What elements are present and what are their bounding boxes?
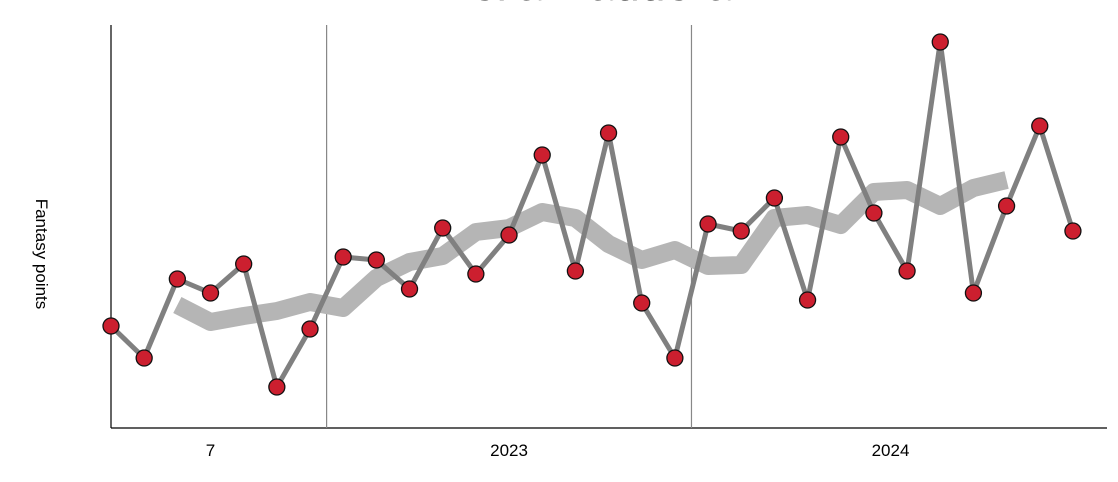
point <box>699 215 717 233</box>
point <box>997 197 1016 215</box>
x-group-label: 7 <box>206 441 215 460</box>
point <box>400 280 419 298</box>
point <box>633 294 651 312</box>
point <box>765 189 784 207</box>
x-group-label: 2023 <box>490 441 528 460</box>
point <box>566 262 585 280</box>
point <box>732 222 750 240</box>
y-axis-label: Fantasy points <box>32 199 51 310</box>
point <box>168 270 186 288</box>
point <box>467 265 485 283</box>
point <box>964 284 983 302</box>
point <box>268 378 286 396</box>
point <box>599 124 618 142</box>
point <box>931 33 949 51</box>
point <box>798 291 817 309</box>
point <box>135 349 153 367</box>
point <box>500 226 518 244</box>
point <box>1031 117 1049 135</box>
point <box>898 262 916 280</box>
point <box>301 320 319 338</box>
point <box>832 128 850 146</box>
x-group-label: 2024 <box>872 441 910 460</box>
point <box>434 219 452 237</box>
point <box>102 317 120 335</box>
point <box>865 204 883 222</box>
point <box>1064 222 1082 240</box>
point <box>533 146 551 164</box>
point <box>235 255 253 273</box>
series-line <box>109 39 1076 390</box>
point <box>201 284 220 302</box>
chart-title: Amelia Haddera <box>402 0 732 10</box>
point <box>666 349 684 367</box>
point <box>334 248 352 266</box>
point <box>367 251 386 269</box>
